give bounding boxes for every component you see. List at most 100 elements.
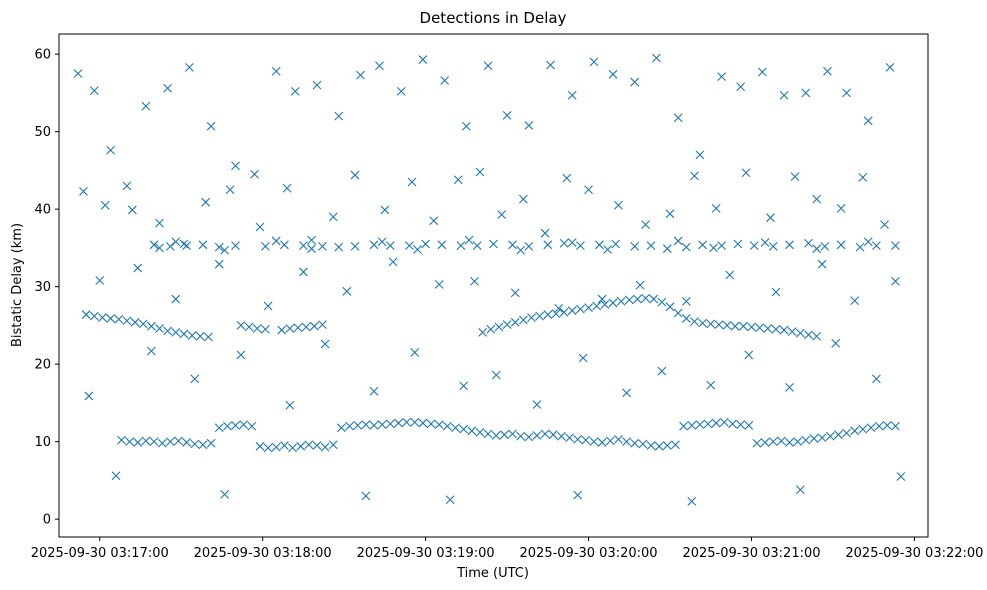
data-point <box>630 438 640 448</box>
data-point <box>491 431 501 440</box>
data-point <box>611 239 621 249</box>
data-point <box>812 331 822 341</box>
data-point <box>614 200 623 210</box>
data-point <box>122 316 132 326</box>
data-point <box>426 419 436 429</box>
data-point <box>222 421 232 431</box>
data-point <box>516 245 526 255</box>
data-point <box>573 490 583 500</box>
plot-frame <box>58 33 929 538</box>
data-point <box>353 421 363 430</box>
data-point <box>719 417 729 427</box>
data-point <box>293 323 303 333</box>
data-point <box>459 424 469 434</box>
data-point <box>334 111 344 121</box>
data-point <box>394 418 403 428</box>
data-point <box>421 239 430 249</box>
data-point <box>785 383 794 392</box>
data-point <box>165 241 175 251</box>
data-point <box>885 62 895 72</box>
data-point <box>345 421 354 431</box>
data-point <box>171 237 181 247</box>
data-point <box>866 423 876 433</box>
data-point <box>434 279 444 289</box>
data-point <box>880 220 889 230</box>
data-point <box>149 240 159 250</box>
data-point <box>722 321 732 330</box>
y-tick-label: 20 <box>34 358 51 373</box>
data-point <box>203 332 213 342</box>
data-point <box>451 423 460 433</box>
data-point <box>157 438 167 448</box>
data-point <box>106 314 115 323</box>
data-point <box>508 240 517 250</box>
data-point <box>681 242 691 252</box>
data-point <box>671 440 680 450</box>
data-point <box>214 259 224 269</box>
data-point <box>155 218 164 228</box>
data-point <box>247 421 257 431</box>
data-point <box>111 471 121 481</box>
data-point <box>771 287 781 297</box>
data-point <box>630 241 640 251</box>
data-point <box>320 339 330 349</box>
data-point <box>195 331 205 341</box>
data-point <box>820 241 830 251</box>
data-point <box>81 310 91 319</box>
markers-layer <box>73 53 906 506</box>
data-point <box>589 57 599 67</box>
data-point <box>377 237 387 247</box>
data-point <box>567 238 577 247</box>
data-point <box>804 330 813 340</box>
data-point <box>695 420 705 430</box>
data-point <box>467 426 477 436</box>
data-point <box>863 237 873 247</box>
data-point <box>271 66 281 76</box>
data-point <box>312 80 322 90</box>
data-point <box>114 314 124 324</box>
data-point <box>757 67 767 77</box>
data-point <box>285 400 295 410</box>
data-point <box>766 213 775 223</box>
data-point <box>654 441 664 451</box>
data-point <box>510 317 520 327</box>
data-point <box>657 297 667 307</box>
data-point <box>592 301 602 311</box>
data-point <box>470 276 479 286</box>
data-point <box>309 321 319 331</box>
data-point <box>744 421 754 430</box>
data-point <box>304 440 314 450</box>
data-point <box>201 197 211 207</box>
data-point <box>244 322 254 332</box>
data-point <box>809 434 819 443</box>
data-point <box>546 60 555 70</box>
data-point <box>858 172 868 182</box>
data-point <box>714 320 724 330</box>
x-tick-label: 2025-09-30 03:22:00 <box>845 546 983 561</box>
data-point <box>787 327 797 337</box>
data-point <box>483 429 493 439</box>
data-point <box>872 241 881 250</box>
data-point <box>380 205 390 215</box>
data-point <box>491 370 501 380</box>
data-point <box>138 319 148 329</box>
data-point <box>665 209 675 219</box>
data-point <box>328 212 338 222</box>
data-point <box>679 421 688 431</box>
data-point <box>681 296 691 306</box>
data-point <box>318 320 327 330</box>
data-point <box>741 168 751 178</box>
data-point <box>190 439 200 449</box>
data-point <box>706 380 716 390</box>
data-point <box>717 72 727 82</box>
data-point <box>461 121 471 131</box>
y-tick-label: 40 <box>34 203 51 218</box>
data-point <box>733 239 743 249</box>
data-point <box>252 324 262 333</box>
data-point <box>263 443 273 453</box>
data-point <box>214 242 224 252</box>
data-point <box>475 167 485 177</box>
data-point <box>361 420 371 430</box>
data-point <box>804 238 813 248</box>
data-point <box>320 442 330 452</box>
